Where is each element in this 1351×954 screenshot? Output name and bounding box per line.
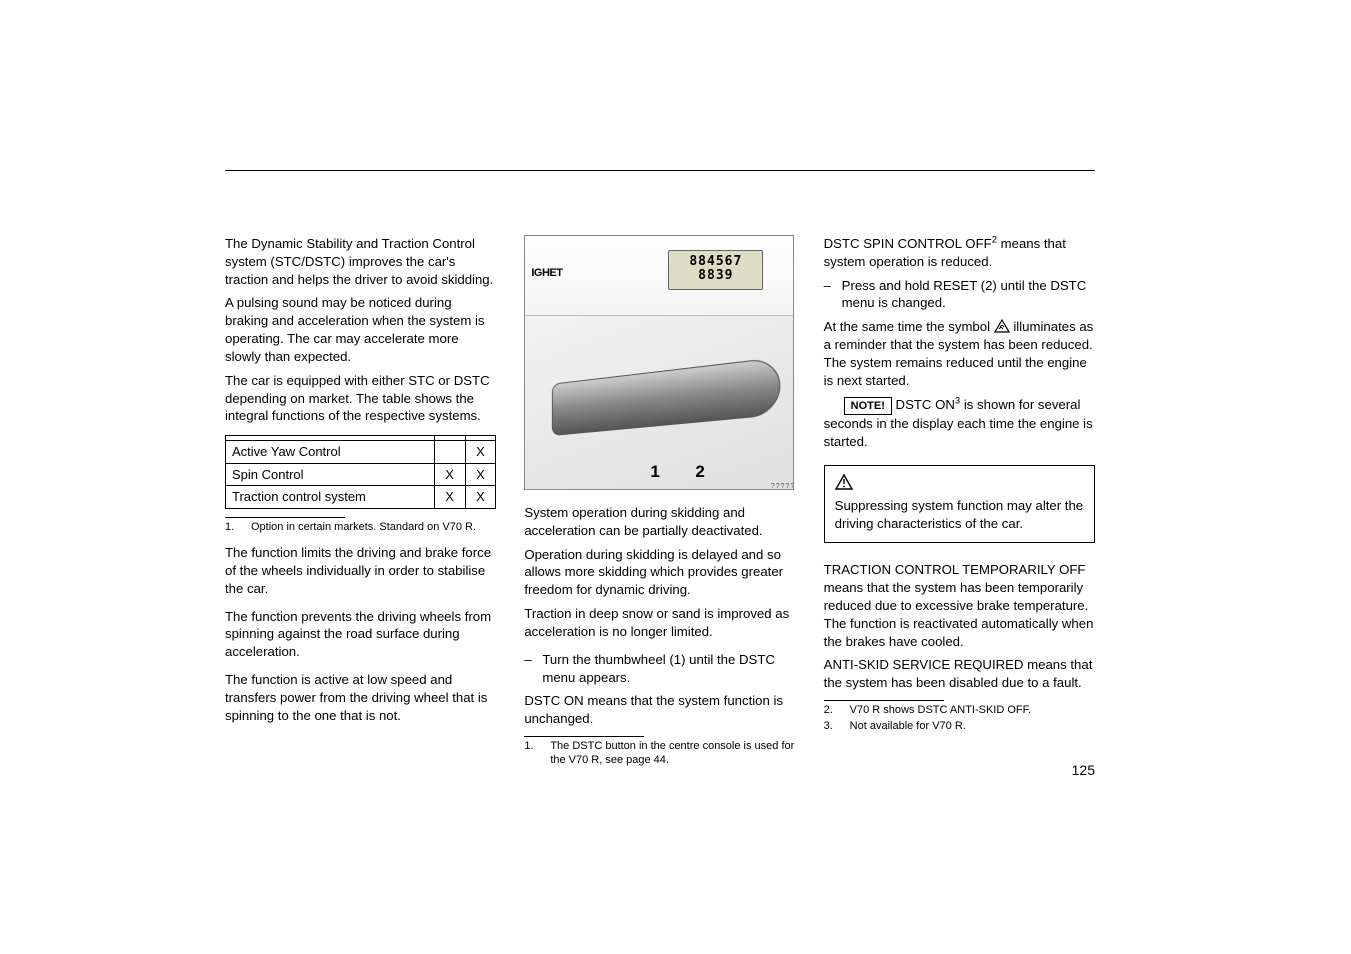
- para-note-dstc-on: NOTE! DSTC ON3 is shown for several seco…: [824, 396, 1095, 451]
- dash-bullet: –: [524, 651, 534, 687]
- para-symbol: At the same time the symbol illuminates …: [824, 318, 1095, 389]
- para-deactivate-2: Operation during skidding is delayed and…: [524, 546, 795, 599]
- para-spin-off: DSTC SPIN CONTROL OFF2 means that system…: [824, 235, 1095, 271]
- lcd-line-2: 8839: [669, 269, 762, 283]
- para-traction-temp-off: TRACTION CONTROL TEMPORARILY OFF means t…: [824, 561, 1095, 650]
- table-cell: X: [434, 463, 465, 486]
- illustration-stalk-body: [552, 357, 780, 436]
- para-ayc: The function limits the driving and brak…: [225, 544, 496, 597]
- text-dstc-on-a: DSTC ON: [892, 397, 955, 412]
- footnote-col2-1: 1. The DSTC button in the centre console…: [524, 739, 795, 768]
- callout-1: 1: [650, 461, 659, 484]
- callout-2: 2: [695, 461, 704, 484]
- illustration-dstc-stalk: IGHET 884567 8839 1 2 ?????: [524, 235, 794, 490]
- para-intro-1: The Dynamic Stability and Traction Contr…: [225, 235, 496, 288]
- para-dstc-on: DSTC ON means that the system function i…: [524, 692, 795, 728]
- footnote-rule: [524, 736, 644, 737]
- step-text: Press and hold RESET (2) until the DSTC …: [842, 277, 1095, 313]
- warning-text: Suppressing system function may alter th…: [835, 497, 1084, 533]
- table-cell: [434, 441, 465, 464]
- para-deactivate-3: Traction in deep snow or sand is improve…: [524, 605, 795, 641]
- footnote-rule: [824, 700, 944, 701]
- footnote-1: 1. Option in certain markets. Standard o…: [225, 520, 496, 534]
- para-trac: The function is active at low speed and …: [225, 671, 496, 724]
- warning-box: Suppressing system function may alter th…: [824, 465, 1095, 543]
- footnote-text: V70 R shows DSTC ANTI-SKID OFF.: [850, 703, 1032, 717]
- note-tag: NOTE!: [844, 397, 892, 416]
- lcd-line-1: 884567: [669, 255, 762, 269]
- footnote-rule: [225, 517, 345, 518]
- footnote-text: The DSTC button in the centre console is…: [550, 739, 795, 768]
- systems-table: Active Yaw Control X Spin Control X X Tr…: [225, 435, 496, 509]
- footnote-text: Option in certain markets. Standard on V…: [251, 520, 476, 534]
- para-intro-2: A pulsing sound may be noticed during br…: [225, 294, 496, 365]
- table-cell-label: Spin Control: [226, 463, 435, 486]
- column-1: The Dynamic Stability and Traction Contr…: [225, 235, 496, 770]
- table-cell: X: [465, 463, 496, 486]
- para-intro-3: The car is equipped with either STC or D…: [225, 372, 496, 425]
- footnote-num: 3.: [824, 719, 836, 733]
- illustration-label: IGHET: [531, 266, 562, 281]
- table-cell: X: [465, 441, 496, 464]
- table-cell-label: Active Yaw Control: [226, 441, 435, 464]
- illustration-credit: ?????: [771, 482, 794, 490]
- footnote-col3-2: 2. V70 R shows DSTC ANTI-SKID OFF.: [824, 703, 1095, 717]
- footnote-col3-3: 3. Not available for V70 R.: [824, 719, 1095, 733]
- illustration-stalk: [545, 351, 775, 441]
- table-cell: X: [465, 486, 496, 509]
- dash-bullet: –: [824, 277, 834, 313]
- table-row: Spin Control X X: [226, 463, 496, 486]
- footnote-num: 2.: [824, 703, 836, 717]
- step-thumbwheel: – Turn the thumbwheel (1) until the DSTC…: [524, 651, 795, 687]
- para-deactivate-1: System operation during skidding and acc…: [524, 504, 795, 540]
- step-reset: – Press and hold RESET (2) until the DST…: [824, 277, 1095, 313]
- column-2: IGHET 884567 8839 1 2 ????? System opera…: [524, 235, 795, 770]
- step-text: Turn the thumbwheel (1) until the DSTC m…: [542, 651, 795, 687]
- footnote-num: 1.: [524, 739, 536, 768]
- page-number: 125: [1072, 761, 1095, 780]
- para-antiskid-service: ANTI-SKID SERVICE REQUIRED means that th…: [824, 656, 1095, 692]
- page-content: The Dynamic Stability and Traction Contr…: [225, 170, 1095, 770]
- para-spin: The function prevents the driving wheels…: [225, 608, 496, 661]
- text-spin-off-label: DSTC SPIN CONTROL OFF: [824, 236, 992, 251]
- warning-triangle-icon: [835, 474, 853, 490]
- table-cell: X: [434, 486, 465, 509]
- column-3: DSTC SPIN CONTROL OFF2 means that system…: [824, 235, 1095, 770]
- text-symbol-a: At the same time the symbol: [824, 319, 994, 334]
- table-cell-label: Traction control system: [226, 486, 435, 509]
- skid-triangle-icon: [994, 319, 1010, 334]
- table-row: Traction control system X X: [226, 486, 496, 509]
- footnote-num: 1.: [225, 520, 237, 534]
- illustration-lcd: 884567 8839: [668, 250, 763, 290]
- footnote-text: Not available for V70 R.: [850, 719, 966, 733]
- table-row: Active Yaw Control X: [226, 441, 496, 464]
